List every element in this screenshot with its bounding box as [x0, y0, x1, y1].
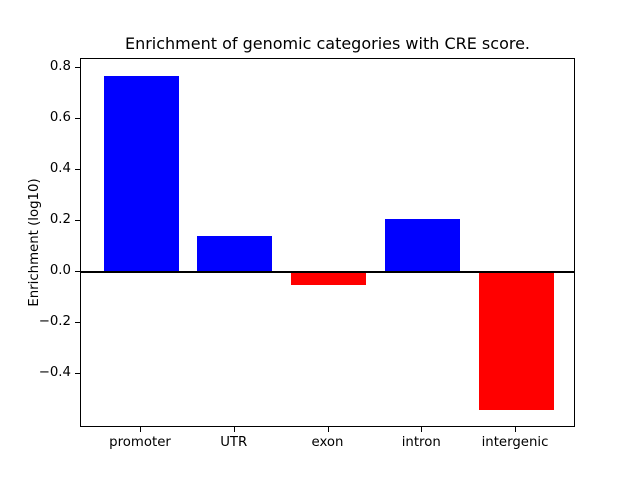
bar-intergenic — [478, 272, 554, 411]
bar-promoter — [103, 75, 179, 273]
y-tick-label: 0.0 — [49, 263, 71, 279]
bar-UTR — [197, 236, 273, 273]
y-tick-mark — [75, 67, 80, 68]
x-tick-label-exon: exon — [311, 435, 344, 450]
y-tick-mark — [75, 322, 80, 323]
y-tick-mark — [75, 118, 80, 119]
x-tick-mark — [140, 427, 141, 432]
y-tick-label: −0.4 — [38, 365, 71, 381]
chart-title: Enrichment of genomic categories with CR… — [124, 34, 531, 53]
x-tick-mark — [234, 427, 235, 432]
y-tick-mark — [75, 220, 80, 221]
y-tick-mark — [75, 169, 80, 170]
x-tick-mark — [421, 427, 422, 432]
x-tick-label-promoter: promoter — [109, 435, 171, 450]
y-tick-label: 0.2 — [49, 212, 71, 228]
bar-exon — [291, 272, 366, 285]
y-tick-label: 0.6 — [49, 110, 71, 125]
x-tick-label-UTR: UTR — [220, 435, 248, 450]
y-tick-mark — [75, 271, 80, 272]
y-tick-mark — [75, 373, 80, 374]
y-tick-label: 0.4 — [49, 161, 71, 177]
y-tick-label: −0.2 — [38, 314, 71, 330]
x-tick-mark — [328, 427, 329, 432]
y-tick-label: 0.8 — [49, 58, 71, 74]
x-tick-label-intron: intron — [401, 435, 441, 450]
plot-area — [80, 58, 575, 427]
x-tick-label-intergenic: intergenic — [481, 435, 549, 450]
bar-intron — [384, 218, 460, 273]
x-tick-mark — [515, 427, 516, 432]
zero-line — [81, 271, 574, 274]
